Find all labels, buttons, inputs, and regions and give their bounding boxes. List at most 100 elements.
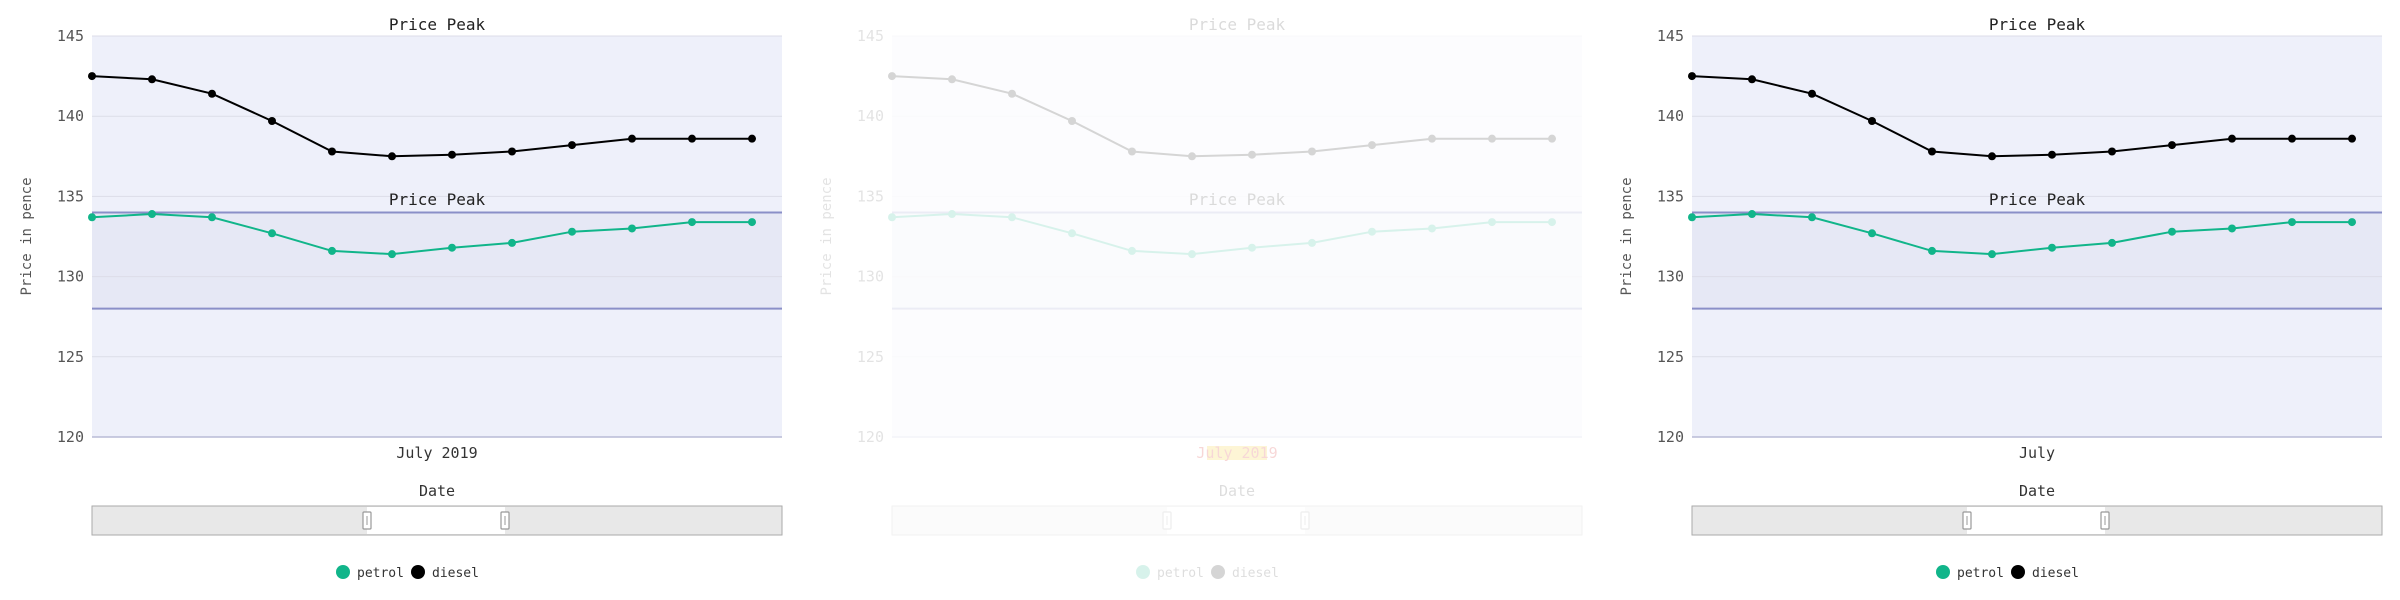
band-title: Price Peak (389, 190, 486, 209)
data-point-petrol (208, 213, 216, 222)
series-line-petrol (1691, 212, 2352, 256)
chart-title: Price Peak (1989, 15, 2086, 34)
data-point-petrol (888, 213, 896, 222)
range-slider-window[interactable] (1967, 507, 2105, 534)
data-point-petrol (1688, 213, 1696, 222)
data-point-diesel (1548, 134, 1556, 143)
data-point-petrol (1928, 246, 1936, 255)
band-title: Price Peak (1989, 190, 2086, 209)
y-tick-label: 120 (1657, 428, 1684, 446)
data-point-diesel (1188, 152, 1196, 161)
data-point-petrol (1308, 238, 1316, 247)
y-tick-label: 135 (1657, 187, 1684, 205)
price-chart-3: 120 125 130 135 140 145 Price Peak Price Peak Pr… (1619, 0, 2400, 581)
price-band (892, 212, 1582, 309)
series-line-petrol (91, 212, 752, 256)
y-tick-label: 135 (57, 187, 84, 205)
legend-marker-diesel (1211, 565, 1225, 579)
data-point-petrol (1808, 213, 1816, 222)
data-point-diesel (688, 134, 696, 143)
data-point-petrol (2168, 227, 2176, 236)
y-axis-label: Price in pence (1619, 177, 1635, 295)
data-point-diesel (888, 72, 896, 81)
data-point-petrol (628, 224, 636, 233)
data-point-petrol (1008, 213, 1016, 222)
y-axis-label: Price in pence (819, 177, 835, 295)
legend-item-petrol[interactable]: petrol (336, 565, 404, 581)
y-axis-label: Price in pence (19, 177, 35, 295)
data-point-diesel (1428, 134, 1436, 143)
data-point-petrol (1068, 229, 1076, 238)
data-point-diesel (1128, 147, 1136, 156)
legend-marker-diesel (411, 565, 425, 579)
data-point-petrol (1188, 250, 1196, 259)
data-point-diesel (2348, 134, 2356, 143)
plot-clip (2382, 0, 2400, 439)
range-slider-track[interactable] (891, 505, 1583, 536)
data-point-petrol (688, 218, 696, 227)
y-tick-label: 125 (57, 348, 84, 366)
data-point-petrol (1988, 250, 1996, 259)
data-point-petrol (2288, 218, 2296, 227)
y-tick-label: 130 (1657, 268, 1684, 286)
series-line-diesel (91, 75, 752, 158)
legend-marker-petrol (1936, 565, 1950, 579)
data-point-diesel (1068, 117, 1076, 126)
data-point-petrol (1128, 246, 1136, 255)
legend-item-petrol[interactable]: petrol (1936, 565, 2004, 581)
data-point-petrol (2348, 218, 2356, 227)
legend-label-diesel: diesel (2032, 566, 2079, 581)
legend-label-diesel: diesel (1232, 566, 1279, 581)
data-point-diesel (2288, 134, 2296, 143)
data-point-petrol (388, 250, 396, 259)
data-point-diesel (2168, 141, 2176, 150)
range-slider-right-handle[interactable] (1300, 511, 1310, 530)
data-point-petrol (1868, 229, 1876, 238)
data-point-diesel (1808, 89, 1816, 98)
legend-item-diesel[interactable]: diesel (1211, 565, 1279, 581)
legend-item-petrol[interactable]: petrol (1136, 565, 1204, 581)
range-slider-window[interactable] (1167, 507, 1305, 534)
data-point-diesel (508, 147, 516, 156)
data-point-petrol (1548, 218, 1556, 227)
data-point-diesel (1748, 75, 1756, 84)
x-tick-label: July 2019 (396, 444, 477, 462)
legend-item-diesel[interactable]: diesel (411, 565, 479, 581)
y-tick-label: 145 (857, 27, 884, 45)
data-point-petrol (1428, 224, 1436, 233)
data-point-petrol (148, 210, 156, 219)
legend-label-diesel: diesel (432, 566, 479, 581)
plot-clip (782, 0, 800, 439)
range-slider-window[interactable] (367, 507, 505, 534)
data-point-diesel (1248, 150, 1256, 159)
price-band (1692, 212, 2382, 309)
y-tick-label: 140 (57, 107, 84, 125)
plot-clip (1582, 0, 1600, 439)
data-point-diesel (448, 150, 456, 159)
data-point-diesel (748, 134, 756, 143)
x-axis-label: Date (1219, 482, 1255, 500)
band-title: Price Peak (1189, 190, 1286, 209)
data-point-petrol (268, 229, 276, 238)
y-tick-label: 135 (857, 187, 884, 205)
data-point-diesel (1688, 72, 1696, 81)
range-slider-left-handle[interactable] (1162, 511, 1172, 530)
data-point-petrol (328, 246, 336, 255)
data-point-diesel (148, 75, 156, 84)
data-point-petrol (1488, 218, 1496, 227)
series-line-diesel (891, 75, 1552, 158)
data-point-diesel (1868, 117, 1876, 126)
data-point-petrol (1748, 210, 1756, 219)
data-point-petrol (448, 243, 456, 252)
data-point-diesel (1928, 147, 1936, 156)
data-point-petrol (1248, 243, 1256, 252)
data-point-petrol (2108, 238, 2116, 247)
data-point-diesel (948, 75, 956, 84)
data-point-petrol (1368, 227, 1376, 236)
y-tick-label: 125 (857, 348, 884, 366)
price-band (92, 212, 782, 309)
legend-item-diesel[interactable]: diesel (2011, 565, 2079, 581)
legend-marker-petrol (1136, 565, 1150, 579)
y-tick-label: 145 (57, 27, 84, 45)
legend-label-petrol: petrol (1957, 566, 2004, 581)
